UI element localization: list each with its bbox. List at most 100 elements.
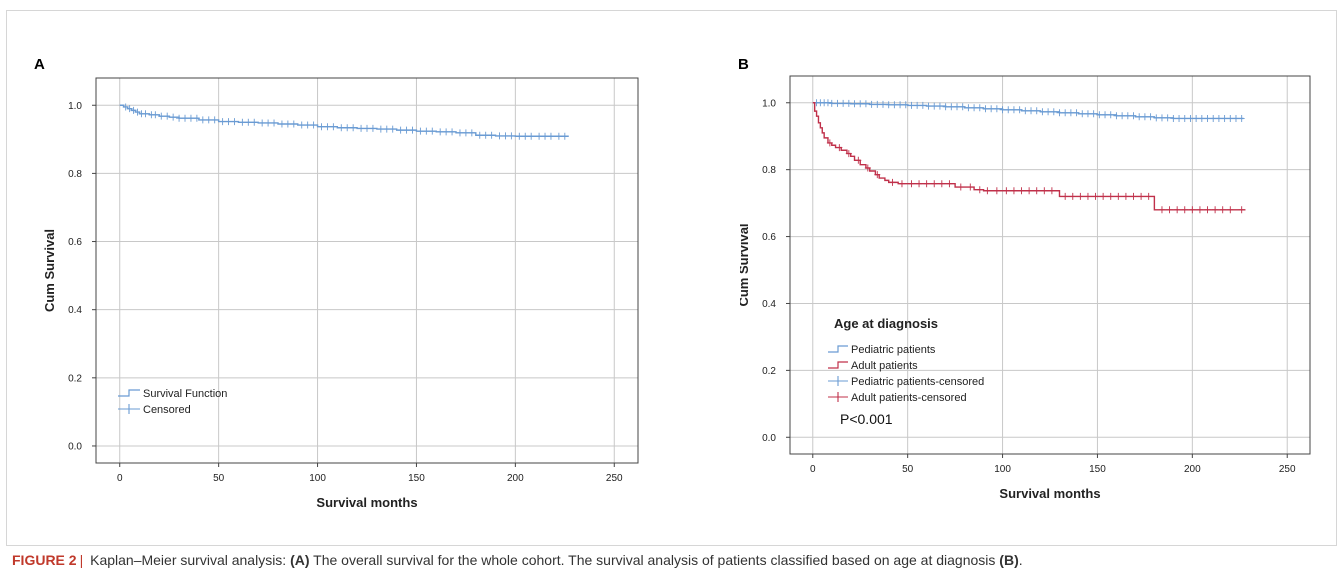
censor-mark-survival bbox=[225, 118, 232, 126]
censor-mark-adult-patients bbox=[908, 180, 915, 188]
censor-mark-adult-patients bbox=[916, 180, 923, 188]
censor-mark-pediatric-patients bbox=[857, 100, 864, 108]
censor-mark-survival bbox=[176, 114, 183, 122]
censor-mark-survival bbox=[318, 123, 325, 131]
censor-mark-pediatric-patients bbox=[1096, 111, 1103, 119]
censor-mark-pediatric-patients bbox=[1204, 114, 1211, 122]
censor-mark-survival bbox=[278, 120, 285, 128]
censor-mark-survival bbox=[443, 128, 450, 136]
censor-mark-survival bbox=[310, 121, 317, 129]
tick-label-y: 0.8 bbox=[762, 165, 776, 176]
censor-mark-pediatric-patients bbox=[925, 102, 932, 110]
axis-layer: 0 50 100 150 200 250 0.0 0.2 0.4 0.6 0.8 1.0 bbox=[68, 77, 639, 484]
tick-label-x: 200 bbox=[1184, 464, 1201, 475]
censor-mark-adult-patients bbox=[1181, 206, 1188, 214]
censor-mark-survival bbox=[271, 119, 278, 127]
tick-label-y: 0.4 bbox=[762, 299, 776, 310]
censor-mark-pediatric-patients bbox=[1056, 109, 1063, 117]
censor-mark-pediatric-patients bbox=[954, 103, 961, 111]
censor-mark-survival bbox=[417, 127, 424, 135]
tick-label-y: 0.6 bbox=[68, 237, 82, 248]
censor-mark-adult-patients bbox=[946, 180, 953, 188]
censor-mark-survival bbox=[187, 114, 194, 122]
legend-swatch-censor bbox=[118, 404, 140, 414]
km-chart-by-age: 0 50 100 150 200 250 0.0 0.2 0.4 0.6 0.8 1.0 P<0.00… bbox=[740, 75, 1311, 501]
censor-mark-survival bbox=[542, 132, 549, 140]
censor-mark-survival bbox=[482, 131, 489, 139]
censor-mark-survival bbox=[298, 121, 305, 129]
censor-mark-pediatric-patients bbox=[1090, 110, 1097, 118]
legend-entry-label: Censored bbox=[143, 404, 191, 416]
censor-mark-adult-patients bbox=[1212, 206, 1219, 214]
censor-mark-survival bbox=[259, 119, 266, 127]
tick-label-x: 150 bbox=[1089, 464, 1106, 475]
censor-mark-pediatric-patients bbox=[1062, 109, 1069, 117]
censor-mark-survival bbox=[211, 116, 218, 124]
censor-mark-survival bbox=[423, 127, 430, 135]
caption-text-1: Kaplan–Meier survival analysis: bbox=[90, 552, 287, 568]
censor-mark-pediatric-patients bbox=[1033, 107, 1040, 115]
censor-mark-pediatric-patients bbox=[1107, 111, 1114, 119]
tick-label-y: 0.8 bbox=[68, 169, 82, 180]
tick-label-y: 1.0 bbox=[762, 98, 776, 109]
censor-mark-pediatric-patients bbox=[1164, 114, 1171, 122]
censor-mark-pediatric-patients bbox=[1022, 107, 1029, 115]
tick-label-x: 250 bbox=[606, 473, 623, 484]
censor-mark-survival bbox=[462, 129, 469, 137]
figure-frame bbox=[6, 10, 1337, 546]
censor-mark-survival bbox=[199, 116, 206, 124]
y-axis-label: Cum Survival bbox=[740, 223, 751, 306]
censor-mark-survival bbox=[265, 119, 272, 127]
censor-mark-pediatric-patients bbox=[1010, 106, 1017, 114]
censor-mark-adult-patients bbox=[957, 183, 964, 191]
censor-mark-pediatric-patients bbox=[919, 101, 926, 109]
censor-mark-adult-patients bbox=[931, 180, 938, 188]
censor-mark-adult-patients bbox=[923, 180, 930, 188]
censor-mark-survival bbox=[528, 132, 535, 140]
censor-mark-survival bbox=[158, 112, 165, 120]
x-axis-label: Survival months bbox=[999, 486, 1100, 501]
censor-mark-pediatric-patients bbox=[902, 101, 909, 109]
censor-mark-survival bbox=[516, 132, 523, 140]
tick-label-x: 50 bbox=[902, 464, 914, 475]
censor-mark-adult-patients bbox=[1145, 192, 1152, 200]
censor-mark-survival bbox=[536, 132, 543, 140]
censor-mark-survival bbox=[522, 132, 529, 140]
censor-mark-pediatric-patients bbox=[976, 104, 983, 112]
censor-mark-pediatric-patients bbox=[1039, 108, 1046, 116]
censor-mark-pediatric-patients bbox=[1130, 112, 1137, 120]
censor-mark-pediatric-patients bbox=[948, 103, 955, 111]
censor-mark-survival bbox=[502, 132, 509, 140]
censor-mark-adult-patients bbox=[1174, 206, 1181, 214]
censor-mark-adult-patients bbox=[1033, 187, 1040, 195]
censor-mark-adult-patients bbox=[1189, 206, 1196, 214]
censor-mark-pediatric-patients bbox=[1221, 114, 1228, 122]
censor-mark-survival bbox=[383, 125, 390, 133]
legend-entry-label: Pediatric patients-censored bbox=[851, 376, 984, 388]
x-axis-label: Survival months bbox=[316, 495, 417, 510]
censor-mark-pediatric-patients bbox=[879, 100, 886, 108]
censor-mark-adult-patients bbox=[836, 144, 843, 152]
censor-mark-survival bbox=[377, 125, 384, 133]
censor-mark-pediatric-patients bbox=[1158, 114, 1165, 122]
censor-mark-survival bbox=[561, 132, 568, 140]
censor-mark-survival bbox=[350, 124, 357, 132]
censor-mark-pediatric-patients bbox=[1016, 106, 1023, 114]
censor-mark-adult-patients bbox=[1048, 187, 1055, 195]
censor-mark-survival bbox=[251, 118, 258, 126]
censor-mark-survival bbox=[245, 118, 252, 126]
censor-mark-pediatric-patients bbox=[824, 99, 831, 107]
km-chart-overall: 0 50 100 150 200 250 0.0 0.2 0.4 0.6 0.8 1.0 Surviv… bbox=[42, 77, 639, 510]
censor-mark-survival bbox=[547, 132, 554, 140]
censor-mark-survival bbox=[508, 132, 515, 140]
censor-mark-survival bbox=[496, 132, 503, 140]
censor-mark-adult-patients bbox=[1138, 192, 1145, 200]
censor-mark-survival bbox=[344, 124, 351, 132]
censor-mark-survival bbox=[182, 114, 189, 122]
censor-mark-pediatric-patients bbox=[982, 105, 989, 113]
censor-mark-pediatric-patients bbox=[1136, 113, 1143, 121]
censor-mark-survival bbox=[409, 126, 416, 134]
censor-mark-survival bbox=[324, 123, 331, 131]
censor-mark-adult-patients bbox=[1100, 192, 1107, 200]
censor-mark-adult-patients bbox=[1107, 192, 1114, 200]
